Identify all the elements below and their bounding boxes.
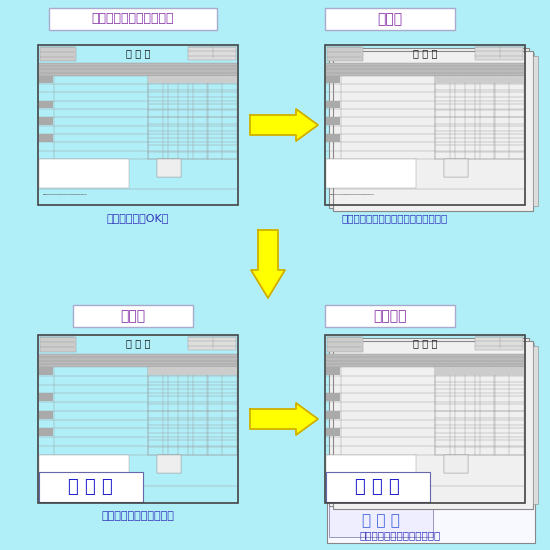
Bar [444, 455, 468, 473]
Text: 申 込 書: 申 込 書 [413, 48, 437, 58]
Bar [326, 63, 524, 76]
Text: 申 込 書: 申 込 書 [126, 338, 150, 348]
Bar [38, 335, 238, 503]
Bar [475, 47, 523, 60]
Bar [326, 134, 340, 141]
Bar [39, 367, 53, 375]
Text: 申 込 書: 申 込 書 [126, 48, 150, 58]
Bar [39, 117, 53, 125]
Polygon shape [250, 403, 318, 435]
Bar [40, 337, 76, 352]
Bar [148, 76, 237, 82]
Bar [327, 47, 363, 62]
Bar [39, 76, 53, 83]
Text: ─────────────────────: ───────────────────── [329, 193, 373, 197]
Bar [188, 337, 236, 350]
Bar [326, 101, 340, 108]
Bar [327, 337, 363, 352]
Bar [329, 338, 529, 506]
Polygon shape [250, 109, 318, 141]
Bar [329, 505, 433, 537]
Bar [39, 472, 143, 502]
Text: 重ねる: 重ねる [377, 12, 403, 26]
Bar [39, 159, 129, 188]
Text: 必要に応じてホッチキス等で止める。: 必要に応じてホッチキス等で止める。 [342, 213, 448, 223]
Bar [325, 8, 455, 30]
Bar [325, 45, 525, 205]
Bar [333, 51, 533, 211]
Bar [39, 411, 53, 419]
Bar [326, 367, 340, 375]
Bar [39, 455, 129, 485]
Bar [529, 53, 534, 203]
Bar [533, 56, 538, 206]
Bar [333, 341, 533, 509]
Bar [49, 8, 217, 30]
Text: 下に複写: 下に複写 [373, 309, 407, 323]
Bar [326, 455, 416, 485]
Bar [39, 428, 53, 436]
Bar [188, 47, 236, 60]
Text: コピー機でもOK！: コピー機でもOK！ [107, 213, 169, 223]
Text: な ま え: な ま え [362, 514, 400, 529]
Bar [326, 159, 416, 188]
Bar [326, 393, 340, 402]
Bar [38, 45, 238, 205]
Bar [327, 498, 535, 543]
Polygon shape [251, 230, 285, 298]
Bar [329, 48, 529, 208]
Bar [444, 159, 468, 177]
Bar [39, 63, 237, 76]
Bar [39, 354, 237, 367]
Text: 申 込 書: 申 込 書 [413, 338, 437, 348]
Text: ─────────────────────: ───────────────────── [42, 193, 87, 197]
Bar [326, 117, 340, 125]
Bar [435, 367, 524, 375]
Bar [325, 305, 455, 327]
Bar [157, 455, 181, 473]
Text: ボールペンで書きます。: ボールペンで書きます。 [102, 511, 174, 521]
Text: 書いた文字が下に写ります。: 書いた文字が下に写ります。 [359, 530, 441, 540]
Bar [444, 455, 468, 473]
Bar [157, 455, 181, 473]
Bar [326, 428, 340, 436]
Bar [73, 305, 193, 327]
Text: な ま え: な ま え [68, 478, 112, 496]
Text: 一枚ずつ書式をプリント: 一枚ずつ書式をプリント [92, 13, 174, 25]
Text: な ま え: な ま え [355, 478, 399, 496]
Bar [326, 354, 524, 367]
Bar [326, 411, 340, 419]
Text: ─────────────────────: ───────────────────── [42, 491, 87, 494]
Bar [39, 101, 53, 108]
Bar [529, 343, 534, 501]
Bar [326, 76, 340, 83]
Text: ─────────────────────: ───────────────────── [329, 491, 373, 494]
Bar [475, 337, 523, 350]
Bar [533, 346, 538, 504]
Text: 手書き: 手書き [120, 309, 146, 323]
Bar [435, 76, 524, 82]
Bar [40, 47, 76, 62]
Bar [157, 159, 181, 177]
Bar [326, 472, 430, 502]
Bar [444, 159, 468, 177]
Bar [157, 159, 181, 177]
Bar [39, 134, 53, 141]
Bar [39, 393, 53, 402]
Bar [148, 367, 237, 375]
Bar [325, 335, 525, 503]
